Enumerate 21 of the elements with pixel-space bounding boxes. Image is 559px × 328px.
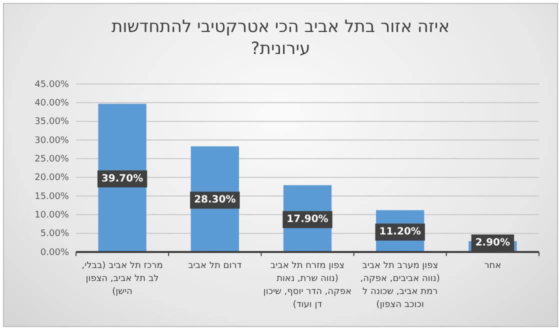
y-tick-label: 30.00% (34, 136, 70, 146)
data-label: 28.30% (194, 194, 236, 206)
y-tick-label: 25.00% (34, 154, 70, 165)
data-label: 11.20% (379, 226, 421, 238)
y-tick-label: 45.00% (34, 80, 70, 90)
y-tick-label: 10.00% (34, 210, 70, 221)
data-label: 39.70% (101, 173, 144, 184)
y-tick-label: 20.00% (34, 173, 70, 184)
x-tick-label: אחר (483, 260, 502, 273)
x-tick-label: דרום תל אביב (187, 260, 243, 273)
y-tick-label: 0.00% (40, 248, 70, 258)
data-label: 2.90% (475, 238, 510, 248)
y-tick-label: 35.00% (34, 117, 70, 128)
y-tick-label: 5.00% (40, 229, 70, 240)
x-tick-label: צפון מזרח תל אביב (נווה שרת, נאות אפקה, הדר יוסף, שיכון דן ועוד) (263, 260, 352, 312)
data-label: 17.90% (286, 214, 328, 226)
y-tick-label: 40.00% (34, 98, 70, 109)
chart-title: איזה אזור בתל אביב הכי אטרקטיבי להתחדשות עירונית? (110, 16, 451, 60)
y-tick-label: 15.00% (34, 192, 70, 202)
x-tick-label: צפון מערב תל אביב (נווה אביבים, אפקה, רמת אביב, שכונה ל וכוכב הצפון) (359, 260, 441, 312)
x-tick-label: מרכז תל אביב (בבלי, לב תל אביב, הצפון הישן) (80, 260, 164, 299)
